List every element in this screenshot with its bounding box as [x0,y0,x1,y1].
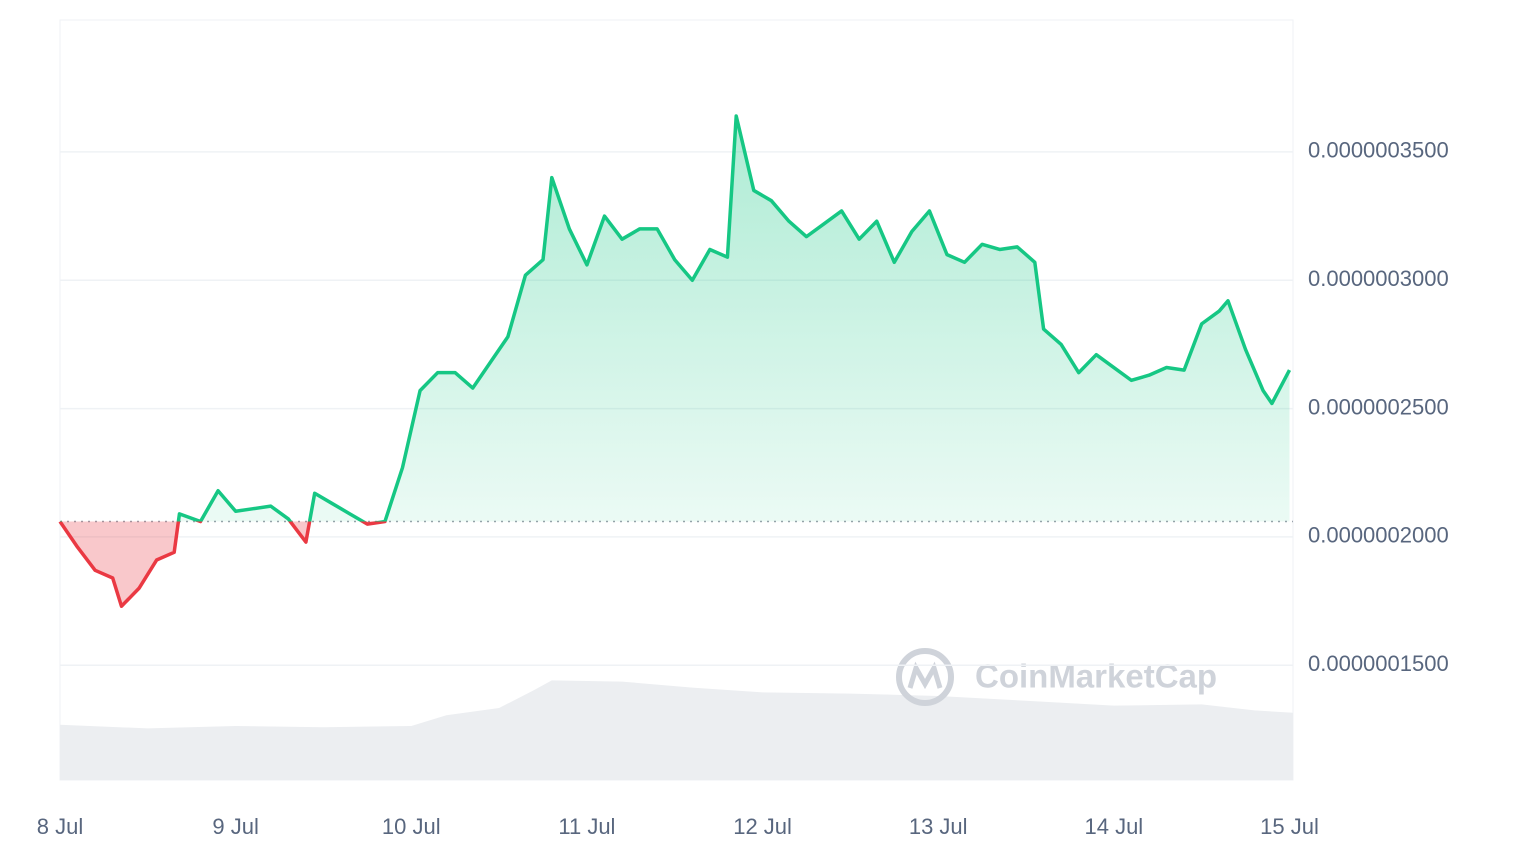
x-tick-label: 15 Jul [1260,814,1319,839]
x-tick-label: 10 Jul [382,814,441,839]
price-line-up [59,114,1292,522]
x-tick-label: 9 Jul [212,814,258,839]
price-area-up [60,115,1290,522]
y-tick-label: 0.0000003500 [1308,138,1449,163]
y-tick-label: 0.0000001500 [1308,651,1449,676]
x-tick-label: 12 Jul [733,814,792,839]
price-area-down [60,521,385,607]
x-tick-label: 14 Jul [1084,814,1143,839]
watermark-text: CoinMarketCap [975,658,1217,695]
y-tick-label: 0.0000003000 [1308,266,1449,291]
watermark: CoinMarketCap [896,648,1217,706]
y-tick-label: 0.0000002500 [1308,394,1449,419]
x-tick-label: 11 Jul [558,814,615,839]
x-tick-label: 13 Jul [909,814,968,839]
volume-area [60,680,1293,780]
x-tick-label: 8 Jul [37,814,83,839]
y-tick-label: 0.0000002000 [1308,523,1449,548]
